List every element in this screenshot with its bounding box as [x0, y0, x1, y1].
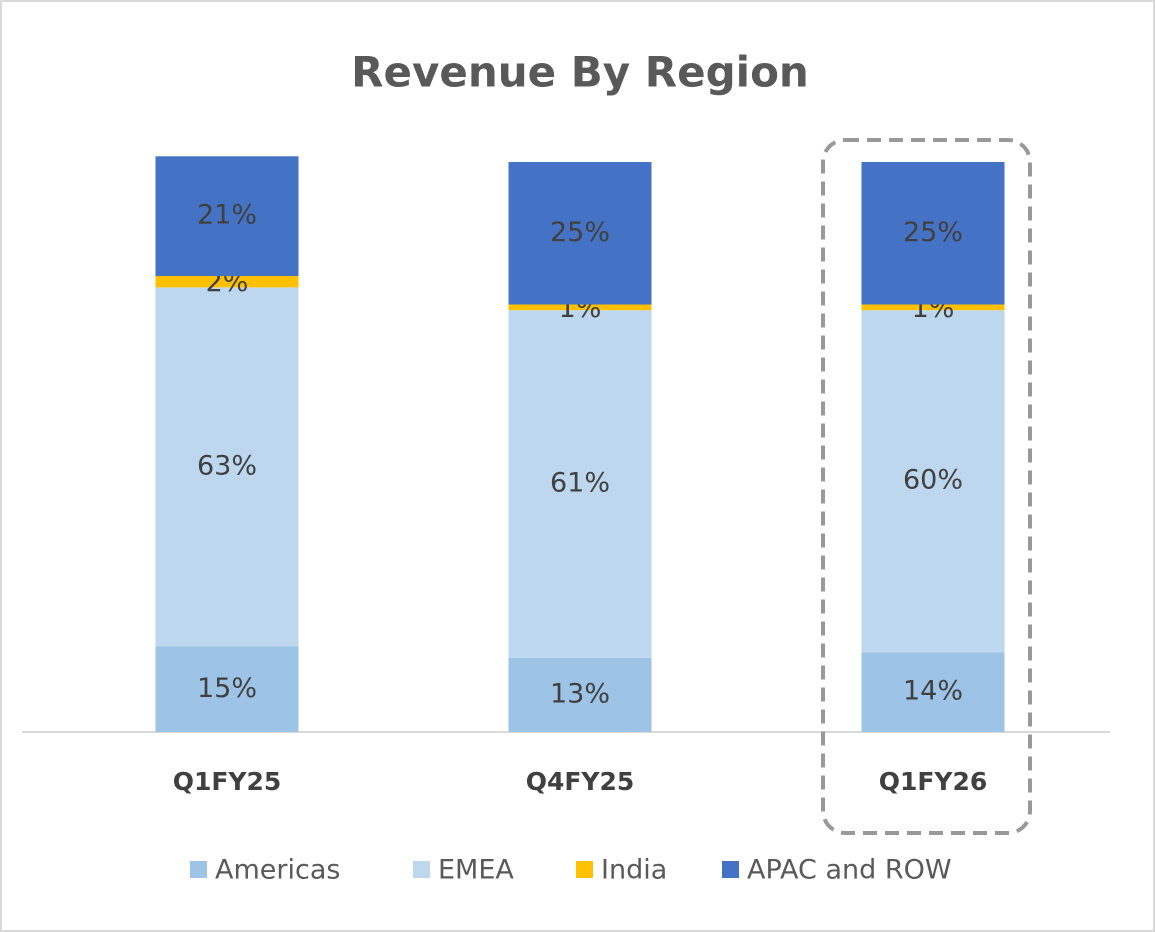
legend-label: India — [601, 855, 667, 886]
bar-segment — [861, 304, 1005, 311]
x-tick-label: Q1FY25 — [173, 767, 282, 796]
bar-segment — [155, 156, 299, 276]
data-label: 15% — [197, 673, 257, 704]
data-label: 60% — [903, 465, 963, 496]
legend-label: EMEA — [438, 855, 514, 886]
data-label: 25% — [903, 217, 963, 248]
bar-segment — [155, 287, 299, 647]
bar-segment — [508, 304, 652, 311]
legend-swatch — [722, 861, 739, 878]
data-label: 61% — [550, 468, 610, 499]
data-label: 14% — [903, 676, 963, 707]
legend-label: Americas — [215, 855, 340, 886]
legend-swatch — [413, 861, 430, 878]
x-tick-label: Q4FY25 — [526, 767, 635, 796]
bar-segment — [861, 162, 1005, 305]
data-label: 63% — [197, 450, 257, 481]
x-tick-label: Q1FY26 — [879, 767, 988, 796]
bar-segment — [508, 162, 652, 305]
bar-segment — [508, 310, 652, 658]
legend-swatch — [190, 861, 207, 878]
legend-label: APAC and ROW — [747, 855, 952, 886]
legend-swatch — [576, 861, 593, 878]
bar-segment — [155, 276, 299, 288]
bar-segment — [508, 657, 652, 732]
bar-segment — [861, 652, 1005, 732]
bar-segment — [155, 646, 299, 732]
data-label: 21% — [197, 200, 257, 231]
data-label: 13% — [550, 678, 610, 709]
bar-segment — [861, 310, 1005, 653]
data-label: 25% — [550, 217, 610, 248]
chart-title: Revenue By Region — [351, 48, 809, 97]
